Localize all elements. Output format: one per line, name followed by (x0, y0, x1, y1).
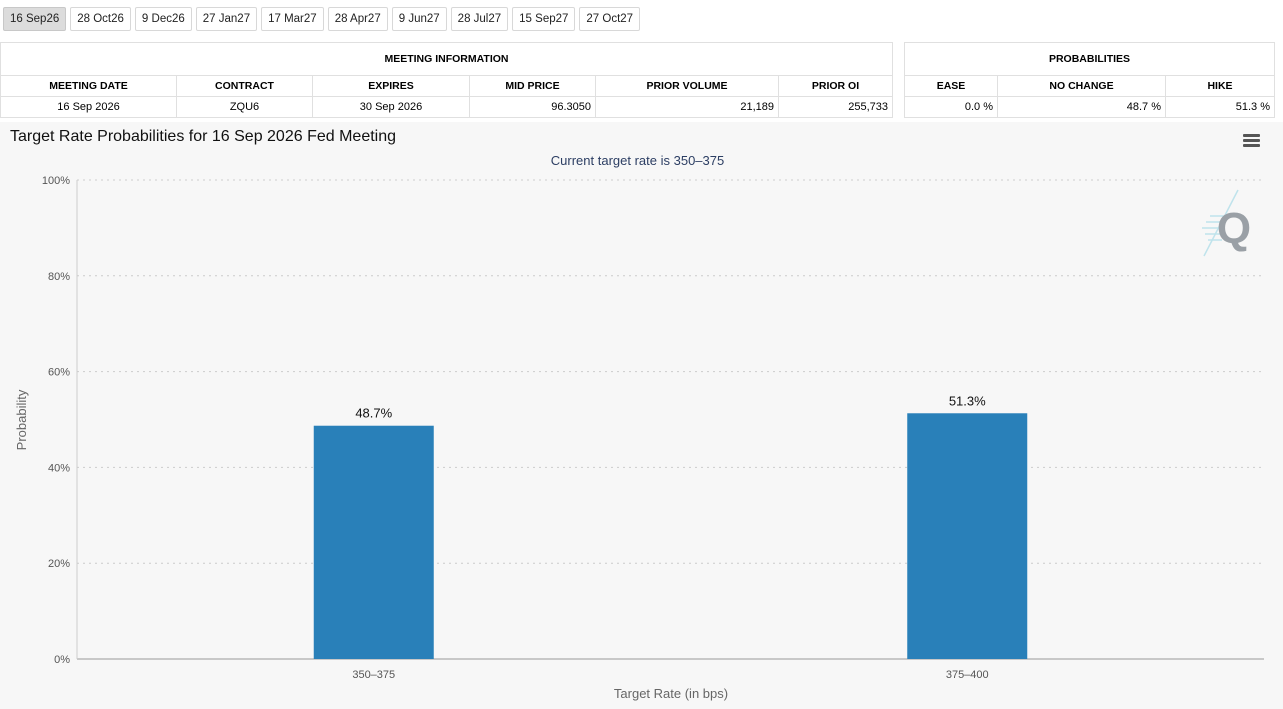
meeting-information-header: MEETING INFORMATION (0, 42, 893, 76)
y-tick-label: 20% (48, 558, 70, 570)
mid-price-value: 96.3050 (469, 96, 596, 118)
bar-data-label: 48.7% (355, 406, 392, 421)
y-axis-label: Probability (14, 389, 29, 450)
table-row: 0.0 % 48.7 % 51.3 % (904, 96, 1275, 118)
y-tick-label: 0% (54, 654, 70, 666)
tab-15-sep27[interactable]: 15 Sep27 (512, 7, 576, 31)
col-prior-volume: PRIOR VOLUME (595, 75, 779, 97)
tab-28-oct26[interactable]: 28 Oct26 (70, 7, 131, 31)
y-tick-label: 60% (48, 367, 70, 379)
meeting-date-value: 16 Sep 2026 (0, 96, 177, 118)
meeting-tabs: 16 Sep26 28 Oct26 9 Dec26 27 Jan27 17 Mar27 2… (3, 7, 641, 31)
tab-27-oct27[interactable]: 27 Oct27 (579, 7, 641, 31)
x-axis-label: Target Rate (in bps) (614, 686, 728, 701)
col-hike: HIKE (1165, 75, 1275, 97)
watermark-letter: Q (1217, 204, 1251, 253)
y-tick-label: 40% (48, 462, 70, 474)
meeting-information-table: MEETING INFORMATION MEETING DATE CONTRAC… (0, 42, 893, 118)
ease-value: 0.0 % (904, 96, 998, 118)
col-expires: EXPIRES (312, 75, 470, 97)
col-ease: EASE (904, 75, 998, 97)
tab-27-jan27[interactable]: 27 Jan27 (195, 7, 258, 31)
y-tick-label: 80% (48, 271, 70, 283)
col-mid-price: MID PRICE (469, 75, 596, 97)
q-logo-watermark: Q (1202, 189, 1251, 257)
table-row: 16 Sep 2026 ZQU6 30 Sep 2026 96.3050 21,… (0, 96, 893, 118)
probabilities-header: PROBABILITIES (904, 42, 1275, 76)
tab-28-apr27[interactable]: 28 Apr27 (327, 7, 388, 31)
x-tick-label: 350–375 (352, 669, 395, 681)
tab-9-jun27[interactable]: 9 Jun27 (391, 7, 447, 31)
col-no-change: NO CHANGE (997, 75, 1166, 97)
chart-menu-icon[interactable] (1243, 134, 1260, 148)
chart-area (0, 122, 1283, 709)
expires-value: 30 Sep 2026 (312, 96, 470, 118)
tab-28-jul27[interactable]: 28 Jul27 (450, 7, 509, 31)
bar-375–400[interactable] (907, 413, 1028, 659)
bar-data-label: 51.3% (949, 393, 986, 408)
bar-350–375[interactable] (313, 425, 434, 659)
tab-9-dec26[interactable]: 9 Dec26 (134, 7, 192, 31)
tab-17-mar27[interactable]: 17 Mar27 (261, 7, 324, 31)
prior-volume-value: 21,189 (595, 96, 779, 118)
hike-value: 51.3 % (1165, 96, 1275, 118)
x-tick-label: 375–400 (946, 669, 989, 681)
chart-title: Target Rate Probabilities for 16 Sep 202… (10, 128, 397, 145)
tab-16-sep26[interactable]: 16 Sep26 (3, 7, 67, 31)
contract-value: ZQU6 (176, 96, 313, 118)
probabilities-table: PROBABILITIES EASE NO CHANGE HIKE 0.0 % … (904, 42, 1275, 118)
prior-oi-value: 255,733 (778, 96, 893, 118)
y-tick-label: 100% (42, 175, 70, 187)
chart-subtitle: Current target rate is 350–375 (550, 153, 725, 168)
